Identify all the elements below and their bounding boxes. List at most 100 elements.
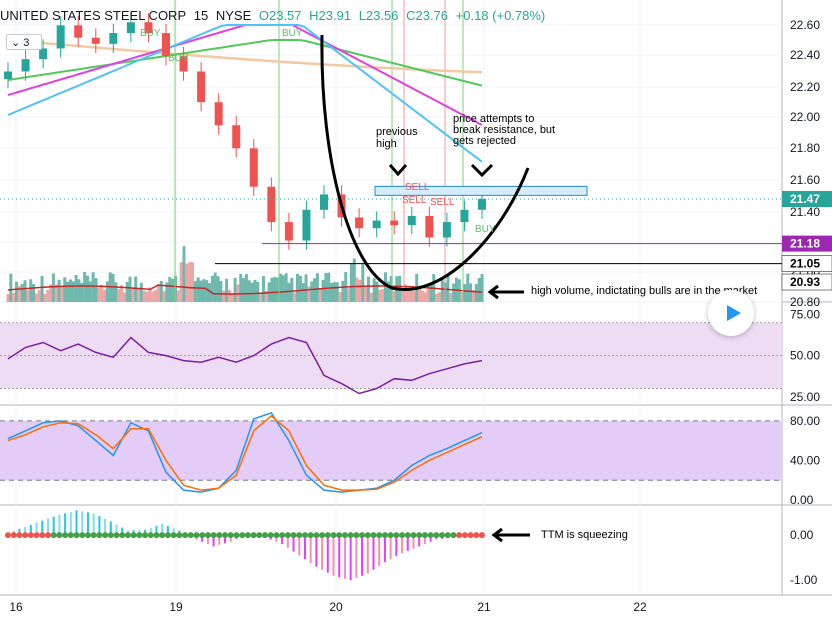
volume-bar: [253, 279, 257, 302]
ttm-dot: [10, 532, 17, 539]
volume-bar: [435, 293, 439, 302]
candle-body: [267, 186, 276, 223]
ttm-dot: [147, 532, 154, 539]
volume-bar: [216, 276, 220, 302]
ttm-dot: [22, 532, 29, 539]
arrow-left-icon: [487, 284, 524, 300]
rsi-tick-label: 25.00: [790, 390, 820, 404]
ttm-dot: [39, 532, 46, 539]
ttm-dot: [313, 532, 320, 539]
ttm-dot: [182, 532, 189, 539]
ttm-dot: [16, 532, 23, 539]
volume-bar: [423, 292, 427, 302]
volume-bar: [185, 263, 189, 302]
candle-body: [214, 102, 223, 126]
volume-bar: [12, 292, 16, 302]
ttm-dot: [44, 532, 51, 539]
volume-bar: [40, 275, 44, 302]
x-tick-label: 19: [169, 600, 183, 614]
ttm-dot: [239, 532, 246, 539]
ttm-dot: [473, 532, 480, 539]
volume-bar: [74, 274, 78, 302]
ttm-dot: [227, 532, 234, 539]
ttm-dot: [347, 532, 354, 539]
symbol-name[interactable]: UNITED STATES STEEL CORP: [0, 8, 187, 23]
volume-bar: [171, 278, 175, 302]
candle-body: [249, 148, 258, 187]
volume-bar: [386, 281, 390, 302]
volume-bar: [372, 277, 376, 302]
ttm-dot: [479, 532, 485, 539]
ttm-dot: [199, 532, 206, 539]
annotation-previous-high: previous high: [376, 126, 418, 150]
volume-bar: [247, 280, 251, 302]
volume-bar: [71, 281, 75, 302]
volume-bar: [162, 291, 166, 302]
volume-bar: [154, 289, 158, 302]
volume-bar: [114, 282, 118, 302]
volume-bar: [310, 281, 314, 302]
volume-bar: [213, 272, 217, 302]
ttm-dot: [319, 532, 326, 539]
volume-bar: [156, 284, 160, 302]
volume-bar: [188, 262, 192, 302]
candle-body: [302, 209, 311, 241]
ttm-dot: [56, 532, 63, 539]
stoch-tick-label: 0.00: [790, 493, 814, 507]
volume-bar: [298, 275, 302, 302]
indicator-toggle-button[interactable]: ⌄ 3: [6, 34, 42, 50]
volume-bar: [327, 272, 331, 302]
volume-bar: [313, 278, 317, 302]
volume-bar: [463, 284, 467, 302]
ttm-dot: [187, 532, 194, 539]
candle-body: [372, 220, 381, 229]
annotation-volume: high volume, indictating bulls are in th…: [531, 285, 757, 297]
ttm-dot: [113, 532, 120, 539]
ttm-tick-label: 0.00: [790, 528, 814, 542]
chevron-down-icon: ⌄: [11, 37, 24, 49]
ttm-dot: [153, 532, 160, 539]
x-tick-label: 20: [329, 600, 343, 614]
volume-bar: [32, 283, 36, 302]
candle-body: [442, 222, 451, 238]
candle-body: [21, 59, 30, 72]
volume-bar: [383, 272, 387, 302]
ttm-dot: [416, 532, 423, 539]
volume-bar: [273, 276, 277, 302]
volume-bar: [219, 280, 223, 302]
ttm-dot: [290, 532, 297, 539]
volume-bar: [159, 280, 163, 302]
ttm-dot: [359, 532, 366, 539]
y-tick-label: 22.40: [790, 48, 820, 62]
volume-bar: [176, 290, 180, 302]
signal-label: BUY: [282, 28, 303, 39]
volume-bar: [122, 292, 126, 302]
volume-bar: [66, 281, 70, 302]
volume-bar: [261, 276, 265, 302]
ttm-dot: [222, 532, 229, 539]
ttm-dot: [273, 532, 280, 539]
volume-bar: [426, 285, 430, 302]
volume-bar: [63, 277, 67, 302]
candle-body: [284, 222, 293, 241]
stoch-tick-label: 40.00: [790, 453, 820, 467]
volume-bar: [148, 287, 152, 302]
y-tick-label: 20.80: [790, 295, 820, 309]
symbol-header: UNITED STATES STEEL CORP 15 NYSE O23.57 …: [0, 8, 549, 30]
candle-body: [74, 25, 83, 38]
ttm-dot: [456, 532, 463, 539]
ttm-dot: [404, 532, 411, 539]
rsi-tick-label: 50.00: [790, 349, 820, 363]
volume-bar: [315, 273, 319, 302]
volume-bar: [250, 282, 254, 302]
price-badge: [782, 191, 832, 207]
ttm-dot: [444, 532, 451, 539]
play-icon[interactable]: [708, 290, 754, 336]
volume-bar: [94, 278, 98, 302]
cup-drawing: [320, 34, 530, 291]
interval[interactable]: 15: [193, 8, 209, 23]
x-tick-label: 22: [633, 600, 647, 614]
ttm-dot: [102, 532, 109, 539]
